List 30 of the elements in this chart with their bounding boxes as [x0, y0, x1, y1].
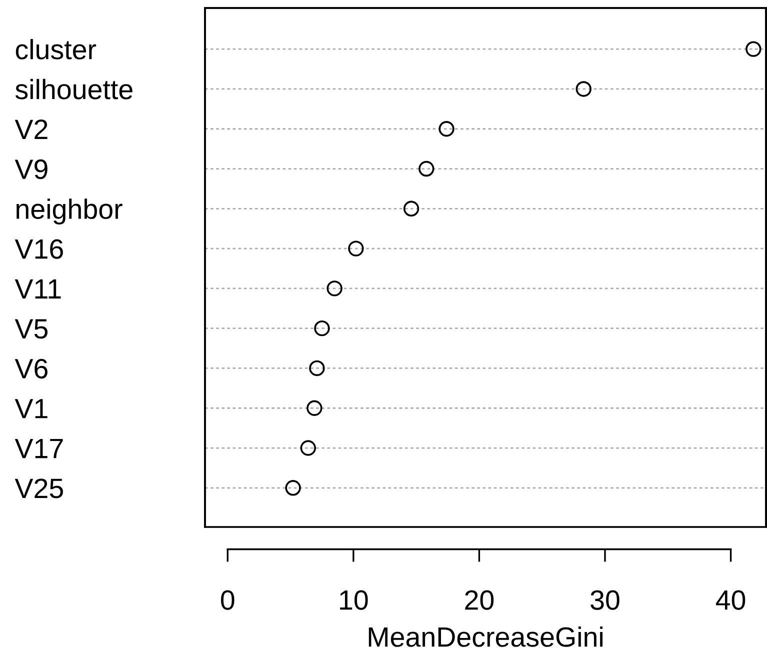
point [309, 360, 325, 376]
x-tick-label: 10 [340, 590, 368, 610]
y-tick-label: cluster [16, 39, 96, 60]
point [314, 320, 330, 336]
y-tick-label: V5 [14, 319, 48, 339]
point [306, 400, 322, 416]
point [746, 41, 762, 57]
y-tick-label: V17 [14, 438, 63, 458]
point [418, 160, 434, 177]
y-tick-label: V1 [14, 399, 48, 418]
x-axis-title: MeanDecreaseGini [368, 626, 603, 647]
x-tick-label: 30 [590, 590, 620, 610]
x-tick-label: 20 [465, 590, 494, 610]
point [348, 240, 364, 256]
y-tick-label: V2 [14, 120, 48, 139]
y-tick-label: V11 [14, 279, 61, 299]
point [326, 280, 342, 296]
y-tick-label: V6 [14, 358, 48, 379]
point [403, 200, 420, 217]
x-tick-label: 0 [221, 590, 234, 610]
point [300, 440, 316, 456]
point [285, 480, 301, 496]
x-tick-label: 40 [716, 590, 746, 610]
y-tick-label: V9 [14, 159, 48, 180]
y-tick-label: V16 [14, 239, 63, 259]
y-tick-label: V25 [14, 478, 63, 498]
y-tick-label: neighbor [16, 198, 122, 224]
point [438, 121, 454, 137]
y-tick-label: silhouette [15, 78, 132, 100]
point [576, 81, 592, 97]
